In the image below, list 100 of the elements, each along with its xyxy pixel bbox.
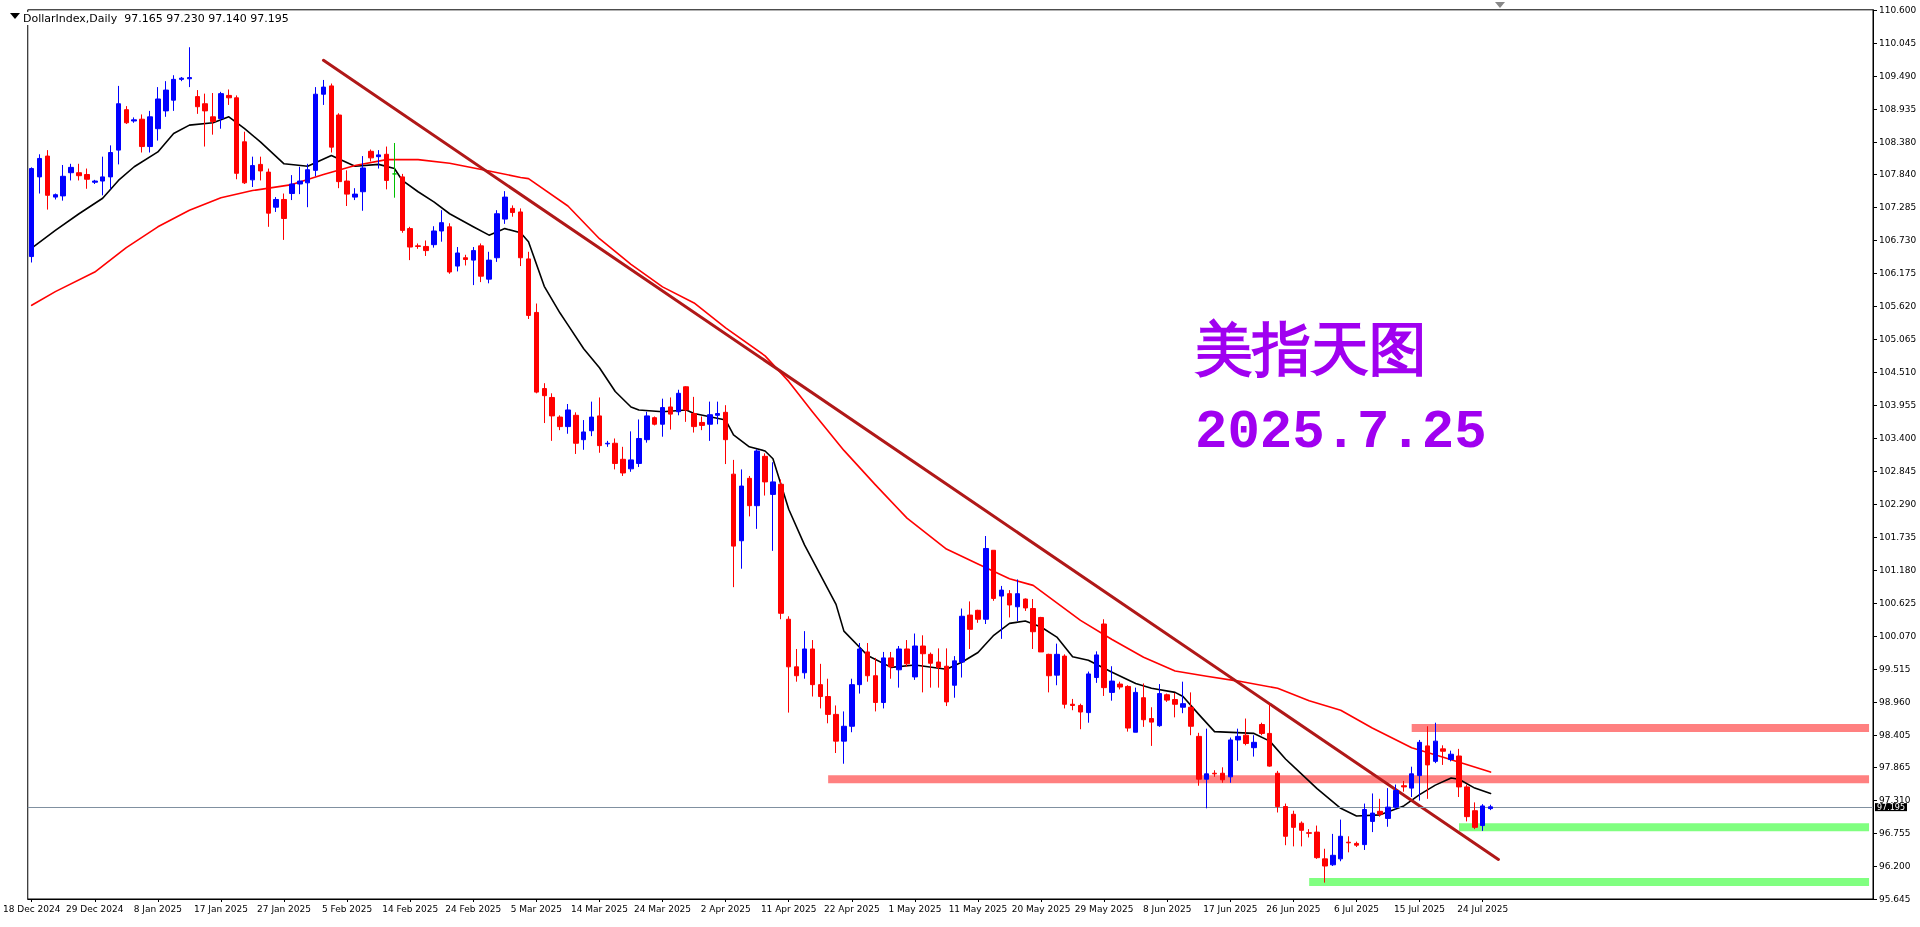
candlestick [478,242,484,283]
candlestick [1070,698,1075,711]
candlestick [1086,671,1091,724]
candlestick [1306,828,1312,838]
x-tick-label: 5 Mar 2025 [510,903,563,914]
candlestick [802,630,807,680]
candlestick [400,173,405,234]
candlestick [1417,739,1422,802]
candlestick [676,389,681,416]
candlestick [620,446,626,477]
candlestick [1228,737,1233,784]
candlestick [1220,766,1225,784]
candlestick [967,600,973,650]
y-tick-label: 108.935 [1879,103,1917,114]
candlestick [1094,650,1099,684]
candlestick [920,634,926,693]
candlestick [250,156,255,188]
y-tick-label: 106.175 [1879,267,1917,278]
candlestick [1204,728,1209,809]
candlestick [999,585,1004,640]
candlestick [652,416,657,426]
candlestick [226,88,232,106]
candlestick [100,156,105,196]
x-tick-label: 29 May 2025 [1074,903,1134,914]
candlestick [321,79,326,106]
candlestick [1354,841,1359,848]
candlestick [1078,703,1083,730]
candlestick [1046,653,1052,693]
candlestick [597,396,602,454]
candlestick [242,131,247,185]
candlestick [952,655,957,699]
x-tick-label: 27 Jan 2025 [257,903,312,914]
candlestick [210,92,216,136]
y-tick-label: 103.400 [1879,432,1917,443]
y-tick-label: 102.845 [1879,465,1917,476]
candlestick [1212,769,1217,778]
candlestick [841,710,847,765]
candlestick [171,74,176,112]
candlestick [1464,784,1470,822]
candlestick [589,401,594,437]
y-tick-label: 100.625 [1879,597,1917,608]
candlestick [352,187,358,201]
candlestick [518,207,523,267]
candlestick [1472,801,1478,830]
candlestick [1401,780,1407,793]
candlestick [455,246,460,272]
candlestick [1448,750,1454,762]
candlestick [281,193,287,241]
x-tick-label: 24 Feb 2025 [445,903,502,914]
candlestick [542,382,547,424]
candlestick [1243,718,1249,746]
candlestick [439,209,444,243]
x-tick-label: 1 May 2025 [888,903,942,914]
x-tick-label: 24 Mar 2025 [634,903,692,914]
candlestick [431,225,437,249]
candlestick [329,83,334,153]
candlestick [139,113,145,153]
candlestick [471,246,476,286]
candlestick [691,396,697,434]
candlestick [786,615,791,714]
annotation: 2025.7.25 [1195,401,1487,463]
x-tick-label: 17 Jan 2025 [193,903,248,914]
candlestick [1377,798,1383,818]
candlestick [1015,578,1020,622]
candlestick [360,155,366,212]
candlestick [699,416,705,431]
candlestick [1338,819,1343,862]
candlestick [1062,653,1067,709]
candlestick [849,678,855,733]
candlestick [1188,691,1194,736]
candlestick [747,475,752,517]
candlestick [494,209,500,263]
candlestick [1054,643,1060,686]
candlestick [147,110,153,153]
candlestick [305,163,310,208]
candlestick [778,479,784,620]
candlestick [155,86,161,142]
candlestick [1283,803,1288,846]
candlestick [1235,728,1241,762]
candlestick [707,401,713,442]
x-tick-label: 11 Apr 2025 [760,903,817,914]
x-tick-label: 5 Feb 2025 [321,903,373,914]
candlestick [881,651,886,709]
y-tick-label: 99.515 [1879,663,1911,674]
candlestick [486,251,492,284]
x-tick-label: 20 May 2025 [1011,903,1071,914]
annotation: 美指天图 [1194,315,1427,383]
candlestick [131,116,137,124]
candlestick [68,163,74,181]
y-tick-label: 110.045 [1879,37,1917,48]
candlestick [1109,665,1115,702]
candlestick [1385,787,1391,828]
y-tick-label: 110.600 [1879,4,1917,15]
candlestick [1196,732,1202,787]
candlestick [1440,744,1446,766]
candlestick [888,651,894,680]
candlestick [959,608,965,679]
candlestick [376,149,381,170]
candlestick [1299,820,1304,847]
candlestick [163,80,169,118]
